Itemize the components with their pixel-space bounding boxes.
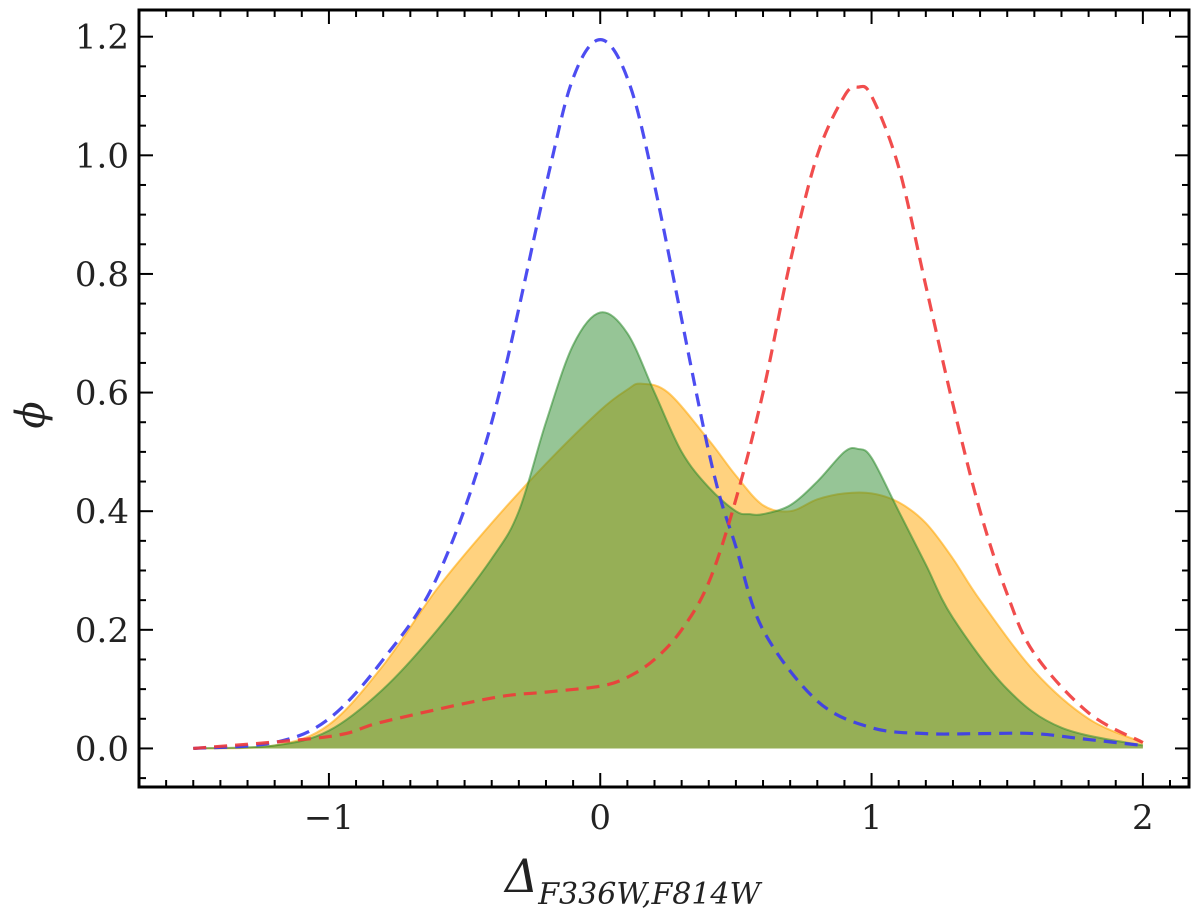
tick-layer: −1 0 1 2 0.0 0.2 0.4 0.6 0.8 1.0 1.2: [75, 10, 1189, 838]
y-tick-label: 1.2: [75, 18, 129, 58]
y-tick-label: 0.2: [75, 611, 129, 651]
plot-frame: [137, 8, 1191, 789]
y-tick-label: 1.0: [75, 136, 129, 176]
y-tick-label: 0.0: [75, 729, 129, 769]
series-2-dashed-line: [193, 38, 1144, 751]
x-axis-label-subscript: F336W,F814W: [537, 877, 762, 912]
series-1-outline: [193, 311, 1144, 750]
y-tick-label: 0.8: [75, 255, 129, 295]
series-3-dashed-line: [193, 84, 1144, 751]
y-tick-label: 0.6: [75, 374, 129, 414]
x-tick-label: −1: [304, 798, 354, 838]
series-layer: [193, 38, 1144, 751]
x-tick-label: 1: [861, 798, 883, 838]
x-axis-label-main: Δ: [503, 849, 538, 903]
x-tick-label: 0: [589, 798, 611, 838]
x-tick-label: 2: [1132, 798, 1154, 838]
x-axis-label: ΔF336W,F814W: [503, 849, 763, 912]
y-tick-label: 0.4: [75, 492, 129, 532]
y-axis-label: ϕ: [8, 401, 54, 428]
series-0-outline: [193, 382, 1144, 750]
